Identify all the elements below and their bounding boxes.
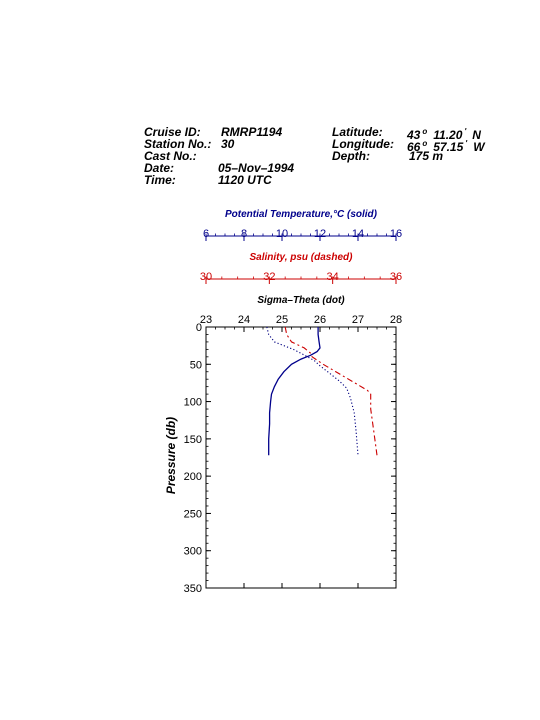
y-tick-label: 100 [184,397,202,409]
sigma-tick-label: 28 [390,314,402,326]
longitude-hemisphere: W [473,140,485,154]
sigma-tick-label: 27 [352,314,364,326]
minute-mark: ' [465,139,468,148]
sigma-axis-title: Sigma–Theta (dot) [257,295,345,306]
depth-value: 175 m [409,149,444,163]
longitude-value: 66 o 57.15 ' W [407,138,485,153]
y-tick-label: 350 [184,583,202,595]
latitude-hemisphere: N [472,128,481,142]
minute-mark: ' [464,127,467,136]
cruise-id-value: RMRP1194 [221,125,283,139]
station-value: 30 [221,137,235,151]
y-tick-label: 150 [184,434,202,446]
latitude-minutes: 11.20 [433,128,463,142]
time-label: Time: [144,173,176,187]
sigma-profile-line [266,326,359,456]
cruise-id-label: Cruise ID: [144,125,201,139]
temp-profile-line [268,327,321,456]
y-tick-label: 50 [190,359,202,371]
y-tick-label: 250 [184,508,202,520]
latitude-label: Latitude: [332,125,383,139]
y-axis-title: Pressure (db) [164,417,178,494]
sigma-tick-label: 26 [314,314,326,326]
time-value: 1120 UTC [218,173,272,187]
temp-axis-title: Potential Temperature,°C (solid) [225,209,378,220]
sigma-tick-label: 24 [238,314,250,326]
degree-mark: o [422,127,428,136]
y-tick-label: 200 [184,471,202,483]
sal-profile-line [284,326,378,456]
sigma-tick-label: 23 [200,314,212,326]
station-label: Station No.: [144,137,212,151]
cast-label: Cast No.: [144,149,197,163]
date-label: Date: [144,161,175,175]
y-tick-label: 0 [196,322,202,334]
plot-frame [205,326,397,589]
sigma-tick-label: 25 [276,314,288,326]
date-value: 05–Nov–1994 [218,161,295,175]
latitude-degrees: 43 [407,128,421,142]
longitude-label: Longitude: [332,137,394,151]
y-tick-label: 300 [184,546,202,558]
degree-mark: o [422,139,428,148]
depth-label: Depth: [332,149,370,163]
sal-axis-title: Salinity, psu (dashed) [250,252,354,263]
latitude-value: 43 o 11.20 ' N [407,126,481,141]
longitude-degrees: 66 [407,140,421,154]
longitude-minutes: 57.15 [433,140,464,154]
